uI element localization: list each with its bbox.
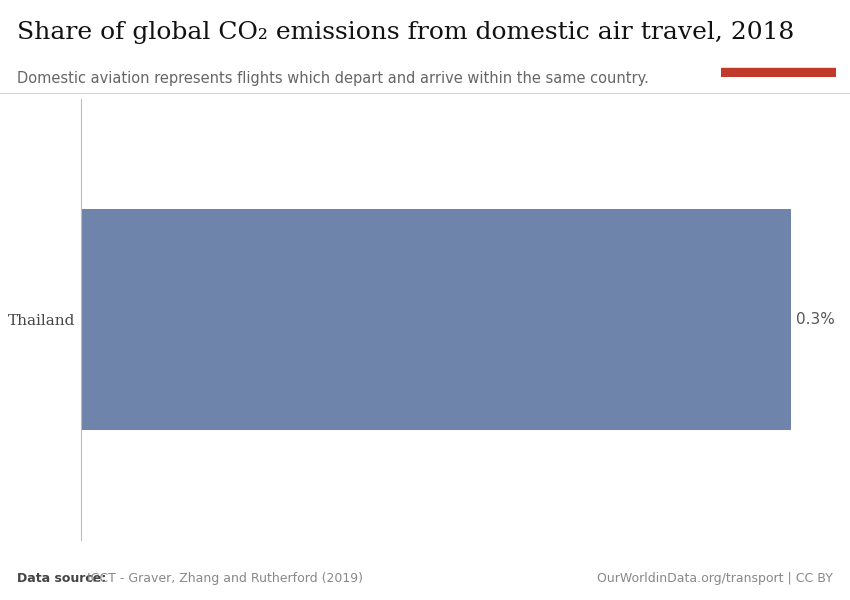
Text: Domestic aviation represents flights which depart and arrive within the same cou: Domestic aviation represents flights whi… xyxy=(17,71,649,86)
Bar xyxy=(721,68,836,77)
Text: ICCT - Graver, Zhang and Rutherford (2019): ICCT - Graver, Zhang and Rutherford (201… xyxy=(83,572,363,585)
Text: Share of global CO₂ emissions from domestic air travel, 2018: Share of global CO₂ emissions from domes… xyxy=(17,21,794,44)
Text: Data source:: Data source: xyxy=(17,572,106,585)
Bar xyxy=(81,209,791,430)
Text: 0.3%: 0.3% xyxy=(796,312,835,327)
Text: Our World
in Data: Our World in Data xyxy=(745,23,812,52)
Text: OurWorldinData.org/transport | CC BY: OurWorldinData.org/transport | CC BY xyxy=(597,572,833,585)
